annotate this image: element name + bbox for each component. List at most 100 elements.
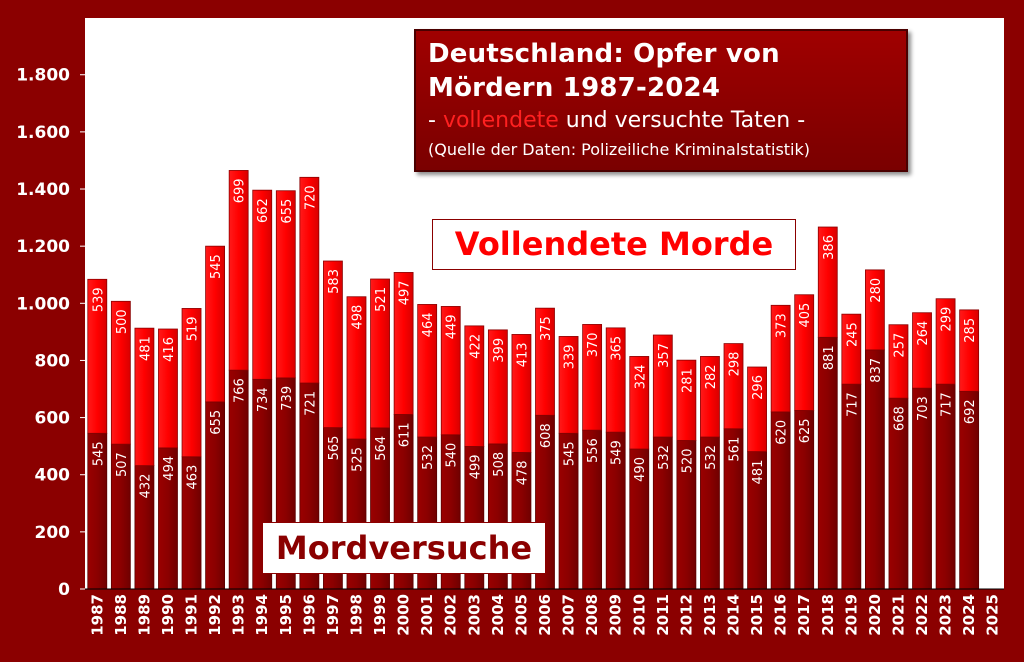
value-label-attempted: 540 <box>445 443 460 468</box>
x-tick-label: 2010 <box>630 594 648 636</box>
value-label-attempted: 717 <box>845 392 860 417</box>
bar-completed <box>794 294 815 411</box>
x-tick-label: 2011 <box>654 594 672 636</box>
bar-completed <box>134 327 155 466</box>
value-label-attempted: 432 <box>138 474 153 499</box>
value-label-completed: 285 <box>963 318 978 343</box>
value-label-completed: 324 <box>633 364 648 389</box>
x-tick-label: 2005 <box>512 594 530 636</box>
value-label-completed: 519 <box>186 316 201 341</box>
bar-completed <box>87 278 108 434</box>
value-label-attempted: 625 <box>798 418 813 443</box>
value-label-completed: 264 <box>916 321 931 346</box>
value-label-completed: 386 <box>822 235 837 260</box>
value-label-attempted: 525 <box>350 447 365 472</box>
value-label-attempted: 545 <box>91 441 106 466</box>
bar-completed <box>511 334 532 453</box>
value-label-attempted: 766 <box>233 378 248 403</box>
bar-attempted <box>817 336 838 590</box>
y-tick-label: 200 <box>35 523 71 543</box>
chart-title-line1: Deutschland: Opfer von <box>428 39 780 69</box>
value-label-completed: 699 <box>233 178 248 203</box>
y-tick-label: 1.200 <box>16 237 70 257</box>
x-tick-label: 2006 <box>536 594 554 636</box>
x-tick-label: 2017 <box>795 594 813 636</box>
chart-source: (Quelle der Daten: Polizeiliche Kriminal… <box>428 140 810 159</box>
value-label-completed: 257 <box>892 333 907 358</box>
x-tick-label: 2009 <box>607 594 625 636</box>
y-tick-label: 400 <box>35 466 71 486</box>
bar-completed <box>605 327 626 433</box>
x-tick-label: 2008 <box>583 594 601 636</box>
value-label-attempted: 655 <box>209 410 224 435</box>
bar-completed <box>110 300 131 445</box>
value-label-completed: 500 <box>115 309 130 334</box>
value-label-completed: 282 <box>704 364 719 389</box>
x-tick-label: 1999 <box>371 594 389 636</box>
bar-completed <box>535 307 555 416</box>
value-label-attempted: 561 <box>728 437 743 462</box>
value-label-attempted: 508 <box>492 452 507 477</box>
x-tick-label: 1994 <box>253 594 271 636</box>
x-tick-label: 1987 <box>88 594 106 636</box>
bar-completed <box>770 304 791 413</box>
value-label-attempted: 739 <box>280 386 295 411</box>
value-label-completed: 662 <box>256 198 271 223</box>
value-label-attempted: 565 <box>327 436 342 461</box>
value-labels-layer: 545 539 507 500 432 481 494 416 463 519 655 545 766 6… <box>91 178 978 498</box>
bar-completed <box>323 260 343 428</box>
value-label-completed: 365 <box>610 336 625 361</box>
bar-completed <box>841 313 862 385</box>
x-tick-label: 2015 <box>748 594 766 636</box>
value-label-completed: 298 <box>728 352 743 377</box>
value-label-attempted: 611 <box>398 422 413 447</box>
bar-completed <box>959 309 980 392</box>
value-label-completed: 370 <box>586 332 601 357</box>
bar-completed <box>252 189 273 380</box>
value-label-completed: 583 <box>327 269 342 294</box>
value-label-completed: 449 <box>445 314 460 339</box>
value-label-attempted: 703 <box>916 396 931 421</box>
x-tick-label: 2023 <box>937 594 955 636</box>
bar-completed <box>393 272 414 415</box>
x-tick-label: 1993 <box>230 594 248 636</box>
bar-completed <box>487 329 508 445</box>
bar-completed <box>864 269 885 351</box>
value-label-completed: 375 <box>539 316 554 341</box>
y-tick-label: 1.600 <box>16 123 70 143</box>
x-tick-label: 2001 <box>418 594 436 636</box>
y-tick-label: 800 <box>35 351 71 371</box>
bar-completed <box>205 245 226 403</box>
x-tick-label: 2002 <box>442 594 460 636</box>
x-tick-label: 1992 <box>206 594 224 636</box>
bar-completed <box>181 308 202 458</box>
value-label-attempted: 556 <box>586 438 601 463</box>
chart-title-box: Deutschland: Opfer von Mördern 1987-2024… <box>414 29 908 172</box>
x-axis: 1987 1988 1989 1990 1991 1992 1993 1994 1995 1996… <box>88 594 1001 636</box>
x-tick-label: 2022 <box>913 594 931 636</box>
x-tick-label: 1998 <box>347 594 365 636</box>
bar-completed <box>464 325 485 447</box>
value-label-completed: 357 <box>657 343 672 368</box>
bar-completed <box>417 304 438 438</box>
x-tick-label: 2018 <box>819 594 837 636</box>
value-label-completed: 245 <box>845 322 860 347</box>
value-label-completed: 281 <box>680 368 695 393</box>
value-label-completed: 655 <box>280 199 295 224</box>
value-label-attempted: 734 <box>256 387 271 412</box>
x-tick-label: 2020 <box>866 594 884 636</box>
x-tick-label: 2014 <box>725 594 743 636</box>
x-tick-label: 2013 <box>701 594 719 636</box>
x-tick-label: 2007 <box>560 594 578 636</box>
x-tick-label: 2021 <box>889 594 907 636</box>
bar-completed <box>676 359 697 441</box>
value-label-attempted: 490 <box>633 457 648 482</box>
bar-completed <box>912 312 932 389</box>
value-label-attempted: 499 <box>468 454 483 479</box>
y-tick-label: 600 <box>35 409 71 429</box>
value-label-completed: 464 <box>421 312 436 337</box>
value-label-attempted: 532 <box>657 445 672 470</box>
chart-title: Deutschland: Opfer von Mördern 1987-2024 <box>428 37 906 105</box>
x-tick-label: 2000 <box>395 594 413 636</box>
value-label-completed: 416 <box>162 337 177 362</box>
